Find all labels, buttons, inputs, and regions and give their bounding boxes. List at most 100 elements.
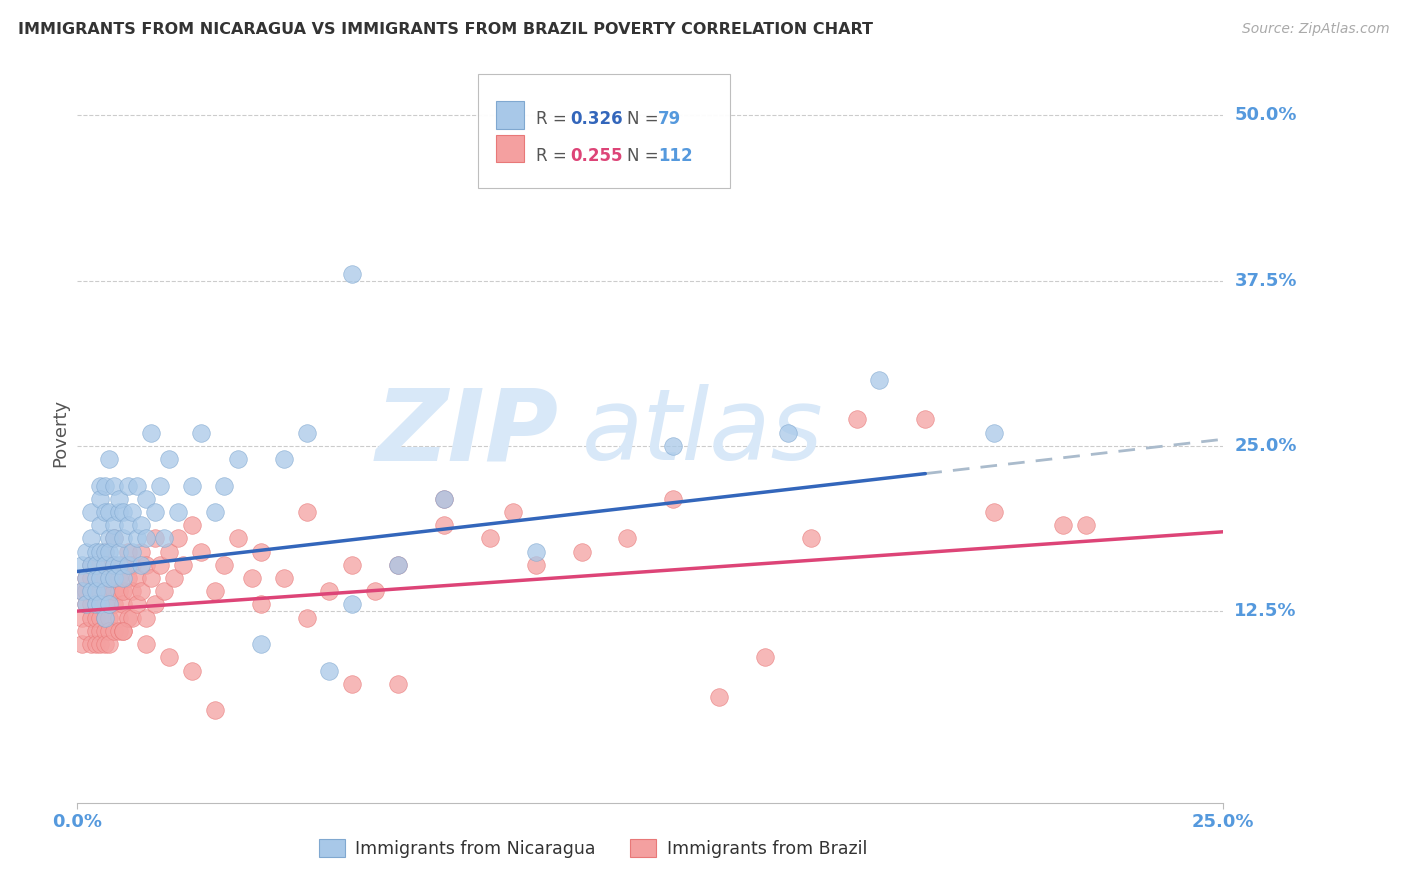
Point — [89, 571, 111, 585]
Point — [342, 677, 364, 691]
Point — [84, 544, 107, 558]
Text: 0.326: 0.326 — [569, 110, 623, 128]
Point — [98, 532, 121, 546]
Point — [98, 637, 121, 651]
Text: 112: 112 — [658, 147, 693, 165]
Point — [70, 584, 93, 599]
Point — [318, 664, 340, 678]
Point — [249, 544, 271, 558]
Point — [153, 584, 176, 599]
Point — [84, 571, 107, 585]
Point — [89, 611, 111, 625]
Point — [94, 558, 117, 572]
Point — [295, 425, 318, 440]
Point — [98, 505, 121, 519]
Point — [107, 611, 129, 625]
Point — [107, 544, 129, 558]
Point — [112, 624, 135, 638]
Point — [80, 558, 103, 572]
Point — [89, 571, 111, 585]
Point — [190, 544, 212, 558]
Point — [143, 598, 166, 612]
Point — [125, 571, 148, 585]
Point — [103, 532, 125, 546]
Point — [1074, 518, 1097, 533]
Point — [273, 452, 295, 467]
Point — [89, 558, 111, 572]
Point — [117, 478, 139, 492]
Point — [84, 637, 107, 651]
Text: 0.255: 0.255 — [569, 147, 623, 165]
Point — [117, 544, 139, 558]
Text: atlas: atlas — [582, 384, 823, 481]
Point — [84, 558, 107, 572]
Point — [76, 598, 98, 612]
Point — [70, 611, 93, 625]
Point — [131, 558, 153, 572]
Text: 79: 79 — [658, 110, 682, 128]
Point — [112, 584, 135, 599]
Point — [983, 425, 1005, 440]
Point — [125, 598, 148, 612]
Point — [84, 558, 107, 572]
Point — [94, 584, 117, 599]
Point — [89, 491, 111, 506]
Point — [94, 505, 117, 519]
Point — [70, 558, 93, 572]
Point — [80, 571, 103, 585]
Point — [180, 478, 204, 492]
Point — [89, 637, 111, 651]
Point — [167, 532, 190, 546]
Point — [80, 611, 103, 625]
Point — [103, 558, 125, 572]
Point — [112, 624, 135, 638]
Point — [70, 637, 93, 651]
Text: N =: N = — [627, 110, 664, 128]
Point — [98, 571, 121, 585]
Point — [89, 518, 111, 533]
Y-axis label: Poverty: Poverty — [51, 399, 69, 467]
Point — [121, 611, 143, 625]
Point — [249, 598, 271, 612]
Point — [121, 584, 143, 599]
Point — [212, 558, 235, 572]
Point — [342, 598, 364, 612]
Point — [125, 478, 148, 492]
Point — [143, 505, 166, 519]
Point — [112, 532, 135, 546]
Point — [387, 558, 409, 572]
Point — [107, 624, 129, 638]
Point — [112, 558, 135, 572]
Point — [131, 544, 153, 558]
Point — [157, 650, 180, 665]
Text: Source: ZipAtlas.com: Source: ZipAtlas.com — [1241, 22, 1389, 37]
Point — [845, 412, 868, 426]
Point — [162, 571, 184, 585]
Point — [84, 611, 107, 625]
Point — [143, 532, 166, 546]
Point — [167, 505, 190, 519]
Point — [94, 584, 117, 599]
Point — [157, 452, 180, 467]
Point — [94, 478, 117, 492]
FancyBboxPatch shape — [478, 73, 731, 188]
Point — [84, 598, 107, 612]
Point — [121, 505, 143, 519]
Point — [983, 505, 1005, 519]
Point — [121, 558, 143, 572]
Point — [914, 412, 936, 426]
Point — [89, 598, 111, 612]
Point — [107, 491, 129, 506]
Bar — [495, 135, 524, 162]
Point — [94, 598, 117, 612]
Point — [662, 491, 685, 506]
Point — [76, 571, 98, 585]
Point — [80, 532, 103, 546]
Point — [94, 544, 117, 558]
Point — [524, 544, 547, 558]
Point — [94, 611, 117, 625]
Point — [98, 544, 121, 558]
Point — [117, 518, 139, 533]
Point — [342, 267, 364, 281]
Point — [98, 598, 121, 612]
